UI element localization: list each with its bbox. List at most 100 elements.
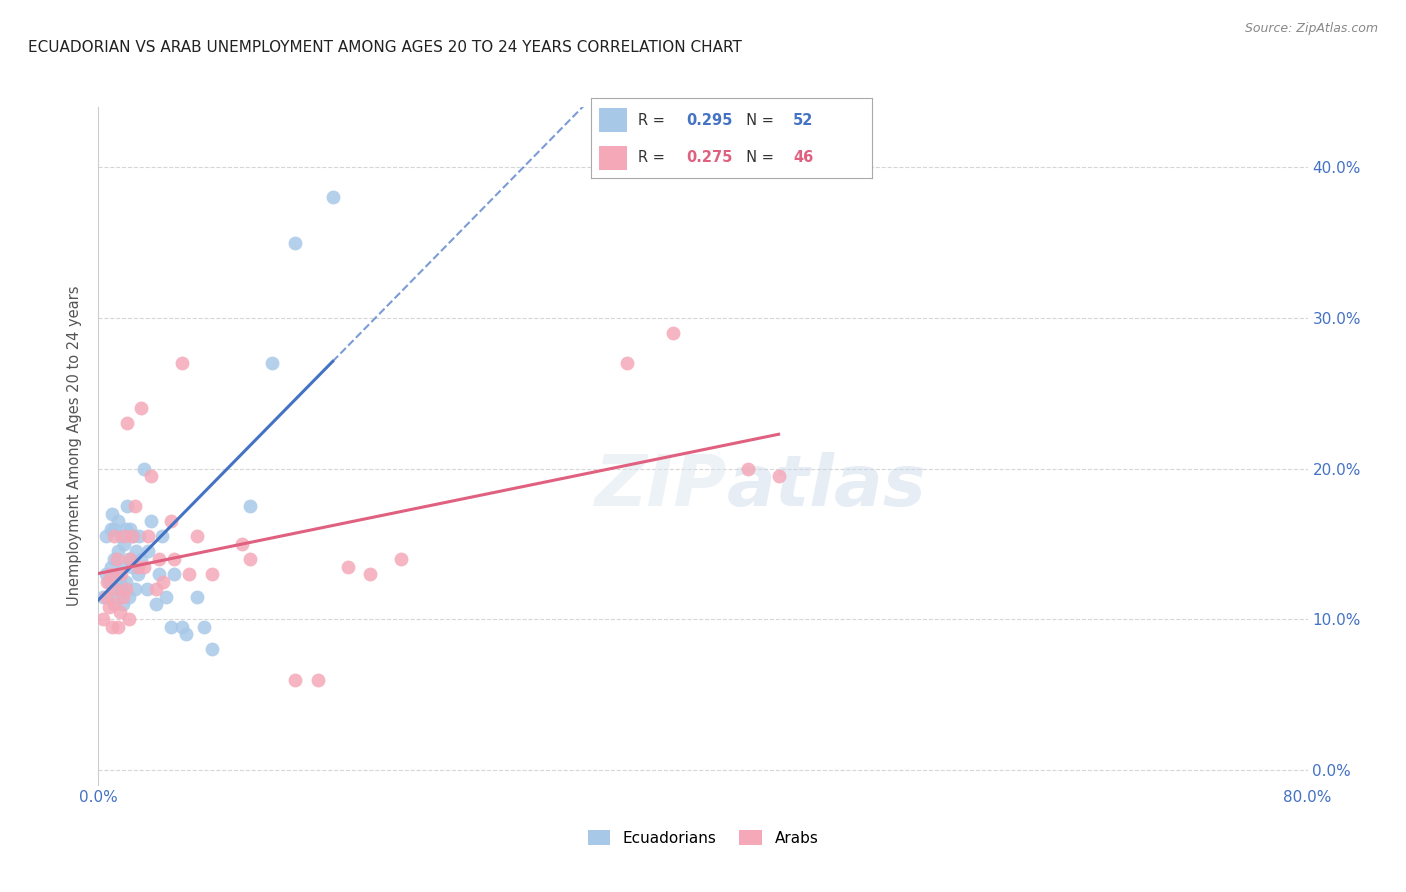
Text: N =: N = [737, 112, 779, 128]
Point [186, 529, 208, 543]
Text: Source: ZipAtlas.com: Source: ZipAtlas.com [1244, 22, 1378, 36]
Point [136, 529, 159, 543]
Point [127, 567, 149, 582]
Point [307, 673, 329, 687]
Point [132, 461, 155, 475]
Point [125, 544, 148, 558]
Point [94, 567, 117, 582]
Point [94, 529, 117, 543]
Point [103, 529, 125, 543]
Point [124, 582, 146, 596]
Point [141, 514, 163, 528]
Text: R =: R = [638, 150, 669, 165]
Legend: Ecuadorians, Arabs: Ecuadorians, Arabs [582, 823, 824, 852]
Point [145, 597, 167, 611]
Point [132, 559, 155, 574]
Point [127, 559, 149, 574]
Point [115, 417, 138, 431]
Point [136, 544, 159, 558]
Point [94, 590, 117, 604]
Point [111, 590, 134, 604]
Point [103, 522, 125, 536]
Point [115, 500, 138, 514]
Point [135, 582, 157, 596]
Point [96, 574, 118, 589]
Point [114, 582, 136, 596]
Point [98, 600, 121, 615]
Point [160, 514, 183, 528]
Point [110, 582, 132, 596]
Point [129, 401, 152, 416]
Point [103, 552, 125, 566]
Point [107, 620, 129, 634]
Point [163, 552, 186, 566]
Point [231, 537, 253, 551]
Point [141, 469, 163, 483]
Point [110, 567, 132, 582]
Point [110, 529, 132, 543]
Point [118, 552, 141, 566]
Point [114, 574, 136, 589]
Text: atlas: atlas [727, 452, 927, 521]
Point [186, 590, 208, 604]
Text: 0.295: 0.295 [686, 112, 733, 128]
Point [100, 559, 122, 574]
Point [91, 590, 114, 604]
FancyBboxPatch shape [599, 108, 627, 132]
Point [201, 642, 224, 657]
Point [108, 574, 131, 589]
Point [336, 559, 359, 574]
Point [145, 582, 167, 596]
Text: 46: 46 [793, 150, 813, 165]
Point [105, 567, 128, 582]
Point [201, 567, 224, 582]
Point [163, 567, 186, 582]
Point [105, 590, 128, 604]
Text: N =: N = [737, 150, 779, 165]
Point [322, 190, 344, 204]
Point [360, 567, 382, 582]
Point [155, 590, 177, 604]
Point [107, 514, 129, 528]
Point [174, 627, 197, 641]
Text: 0.275: 0.275 [686, 150, 733, 165]
Point [100, 522, 122, 536]
Point [112, 537, 135, 551]
Point [737, 461, 759, 475]
Point [120, 522, 142, 536]
Text: ZIP: ZIP [595, 452, 727, 521]
Point [112, 529, 135, 543]
Point [121, 529, 143, 543]
Point [152, 574, 174, 589]
Point [91, 612, 114, 626]
Point [108, 605, 131, 619]
Point [111, 559, 134, 574]
Point [118, 590, 141, 604]
Point [103, 597, 125, 611]
Point [100, 567, 122, 582]
Point [121, 559, 143, 574]
Point [98, 574, 121, 589]
Point [262, 356, 284, 370]
Point [170, 620, 193, 634]
Point [193, 620, 215, 634]
Point [122, 529, 145, 543]
Text: R =: R = [638, 112, 669, 128]
Point [170, 356, 193, 370]
Text: 52: 52 [793, 112, 813, 128]
Point [120, 552, 142, 566]
Point [284, 235, 307, 250]
Point [107, 544, 129, 558]
Point [124, 500, 146, 514]
Point [239, 552, 262, 566]
Point [239, 500, 262, 514]
Point [179, 567, 201, 582]
Point [148, 552, 170, 566]
Point [150, 529, 173, 543]
Point [129, 552, 152, 566]
Point [148, 567, 170, 582]
Point [111, 597, 134, 611]
Point [768, 469, 790, 483]
Point [104, 582, 127, 596]
Text: ECUADORIAN VS ARAB UNEMPLOYMENT AMONG AGES 20 TO 24 YEARS CORRELATION CHART: ECUADORIAN VS ARAB UNEMPLOYMENT AMONG AG… [28, 40, 742, 55]
